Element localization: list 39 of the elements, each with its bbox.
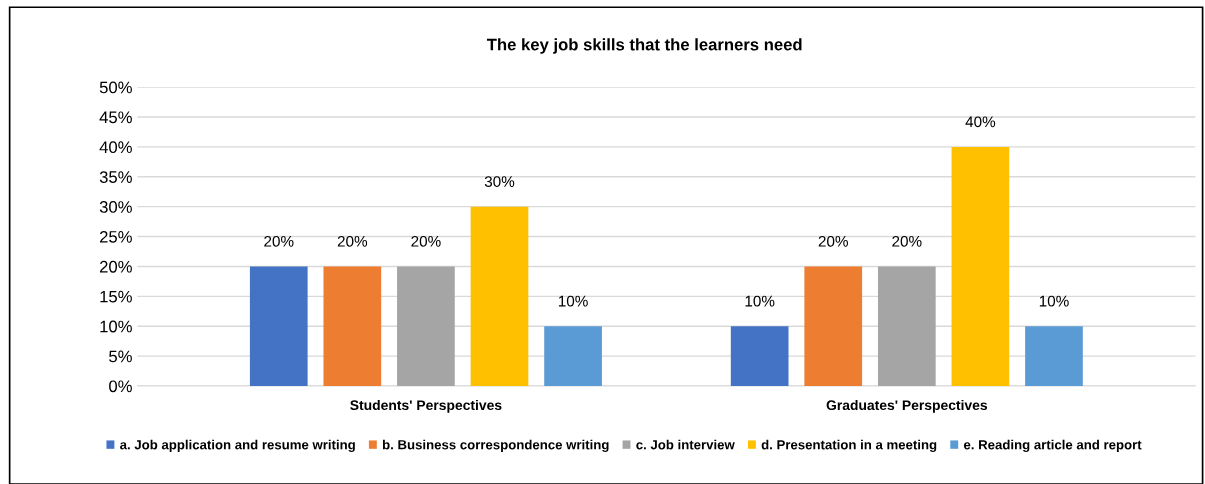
bar — [877, 266, 936, 386]
data-label: 10% — [1039, 295, 1069, 307]
y-tick-label: 15% — [100, 290, 132, 303]
bar — [470, 206, 529, 386]
y-tick-label: 10% — [100, 320, 132, 333]
bar — [951, 146, 1010, 386]
bar — [397, 266, 455, 386]
x-tick-label: Graduates' Perspectives — [826, 399, 988, 413]
data-label: 10% — [558, 295, 588, 307]
y-tick-label: 45% — [99, 111, 132, 124]
y-tick-label: 50% — [99, 81, 132, 94]
chart-title: The key job skills that the learners need — [486, 38, 802, 54]
data-label: 20% — [264, 235, 294, 247]
y-tick-label: 25% — [99, 230, 132, 243]
data-label: 30% — [484, 176, 515, 187]
x-tick-label: Students' Perspectives — [350, 399, 502, 413]
y-tick-label: 40% — [99, 141, 132, 154]
bar — [323, 266, 382, 386]
y-tick-label: 5% — [109, 350, 132, 363]
legend-label: b. Business correspondence writing — [382, 439, 609, 453]
y-tick-label: 20% — [99, 260, 132, 273]
bar — [730, 326, 789, 386]
legend-label: d. Presentation in a meeting — [761, 439, 937, 453]
bar — [544, 326, 602, 386]
legend-label: e. Reading article and report — [963, 439, 1142, 453]
data-label: 40% — [965, 116, 996, 128]
data-label: 20% — [892, 235, 922, 247]
data-label: 20% — [818, 235, 848, 247]
bar — [804, 266, 863, 386]
y-tick-label: 35% — [99, 171, 132, 183]
y-tick-label: 30% — [99, 201, 132, 213]
data-label: 20% — [337, 235, 368, 247]
legend-label: c. Job interview — [636, 439, 735, 450]
y-tick-label: 0% — [109, 380, 132, 393]
bar — [1025, 326, 1083, 386]
bar — [249, 266, 308, 386]
legend-label: a. Job application and resume writing — [120, 439, 355, 453]
data-label: 10% — [745, 295, 775, 307]
data-label: 20% — [411, 235, 441, 247]
